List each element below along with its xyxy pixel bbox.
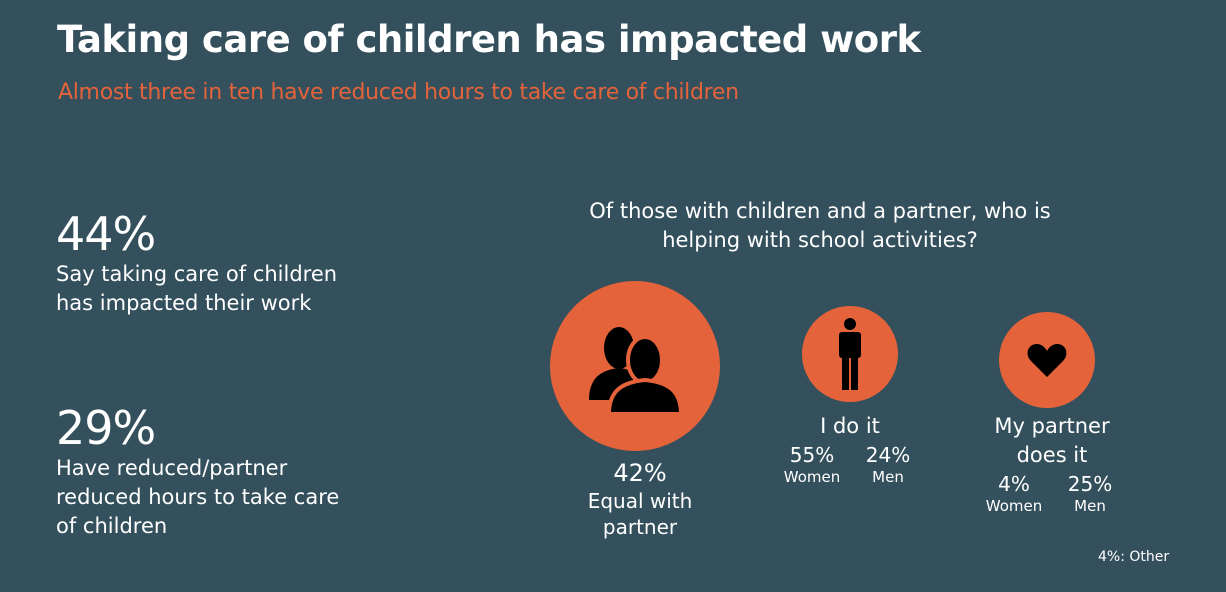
me-option: I do it 55% Women 24% Men [770, 412, 930, 487]
stat-value: 44% [56, 207, 156, 261]
page-subtitle: Almost three in ten have reduced hours t… [58, 80, 739, 105]
stat-description: Say taking care of children has impacted… [56, 262, 338, 315]
heart-icon [1027, 343, 1067, 377]
stat-reduced-hours: 29% Have reduced/partner reduced hours t… [56, 402, 346, 541]
me-men-value: 24% [865, 443, 911, 467]
partner-men-value: 25% [1067, 472, 1113, 496]
two-people-icon [589, 327, 684, 416]
stat-impacted-work: 44% Say taking care of children has impa… [56, 208, 346, 318]
partner-option: My partner does it 4% Women 25% Men [967, 412, 1137, 516]
person-icon [839, 318, 861, 390]
me-women-value: 55% [789, 443, 835, 467]
partner-women-value: 4% [998, 472, 1030, 496]
equal-circle [550, 281, 720, 451]
survey-question: Of those with children and a partner, wh… [589, 199, 1051, 252]
page-title: Taking care of children has impacted wor… [57, 18, 921, 61]
partner-women-label: Women [985, 497, 1043, 515]
equal-label: Equal with partner [587, 489, 693, 539]
me-label: I do it [820, 414, 880, 438]
stat-value: 29% [56, 401, 156, 455]
me-circle [802, 306, 898, 402]
equal-option: 42% Equal with partner [560, 458, 720, 540]
footnote: 4%: Other [1098, 549, 1170, 565]
equal-value: 42% [613, 459, 667, 487]
partner-men-label: Men [1074, 497, 1106, 515]
stat-description: Have reduced/partner reduced hours to ta… [56, 456, 340, 538]
me-women-label: Women [783, 468, 841, 486]
partner-circle [999, 312, 1095, 408]
partner-label: My partner does it [994, 414, 1110, 467]
me-men-label: Men [872, 468, 904, 486]
